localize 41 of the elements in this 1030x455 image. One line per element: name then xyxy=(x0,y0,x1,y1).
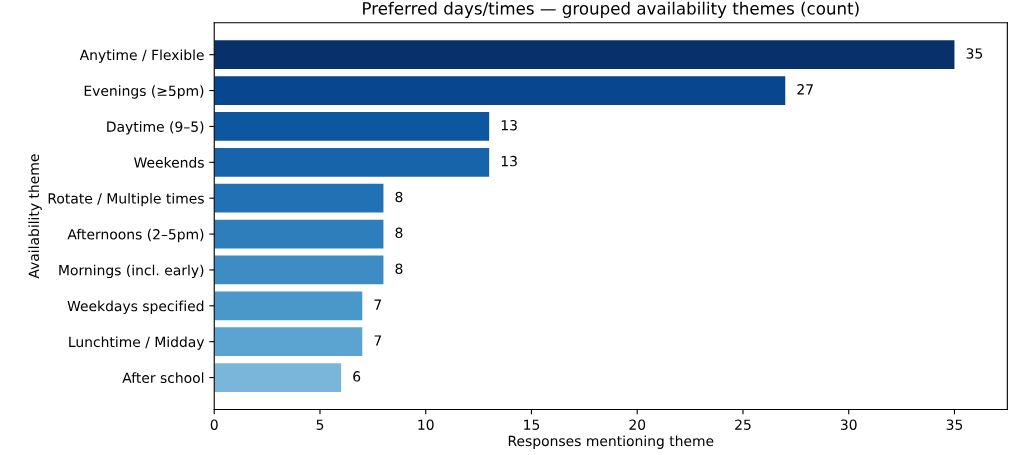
y-tick-label: Lunchtime / Midday xyxy=(69,336,205,350)
y-tick-label: Mornings (incl. early) xyxy=(59,264,204,279)
bar xyxy=(214,363,342,392)
y-tick-label: Anytime / Flexible xyxy=(79,49,204,63)
y-axis-title: Availability theme xyxy=(28,154,42,279)
data-label: 6 xyxy=(353,371,361,382)
data-label: 8 xyxy=(395,227,403,239)
x-tick-label: 15 xyxy=(524,419,540,430)
y-tick-label: Weekends xyxy=(134,157,204,168)
x-tick-label: 0 xyxy=(210,419,218,430)
y-tick-label: Weekdays specified xyxy=(67,300,204,314)
data-label: 35 xyxy=(966,48,983,59)
x-tick-label: 10 xyxy=(418,419,434,430)
y-tick-label: Afternoons (2–5pm) xyxy=(67,228,204,243)
data-label: 8 xyxy=(395,263,403,274)
y-tick-label: Daytime (9–5) xyxy=(107,121,204,135)
x-tick-label: 30 xyxy=(840,419,857,430)
x-tick-label: 35 xyxy=(946,419,963,430)
data-label: 13 xyxy=(501,155,517,167)
data-label: 8 xyxy=(395,191,403,203)
bar xyxy=(214,327,363,357)
bar xyxy=(214,147,490,177)
data-label: 7 xyxy=(374,335,382,346)
y-tick-label: After school xyxy=(122,372,204,384)
y-tick-label: Rotate / Multiple times xyxy=(48,192,204,207)
x-tick-label: 25 xyxy=(735,419,751,430)
bar xyxy=(214,255,384,285)
bar xyxy=(214,112,490,141)
data-label: 27 xyxy=(797,84,813,95)
bar xyxy=(214,219,384,249)
bar xyxy=(214,291,363,321)
x-axis-title: Responses mentioning theme xyxy=(508,435,714,449)
chart-title: Preferred days/times — grouped availability themes (count) xyxy=(363,1,859,18)
y-tick-label: Evenings (≥5pm) xyxy=(84,85,204,99)
bar xyxy=(214,183,384,213)
data-label: 13 xyxy=(501,119,517,131)
bar xyxy=(214,40,955,70)
bar xyxy=(214,76,786,105)
x-tick-label: 5 xyxy=(316,419,324,430)
data-label: 7 xyxy=(374,299,382,310)
x-tick-label: 20 xyxy=(629,419,646,430)
